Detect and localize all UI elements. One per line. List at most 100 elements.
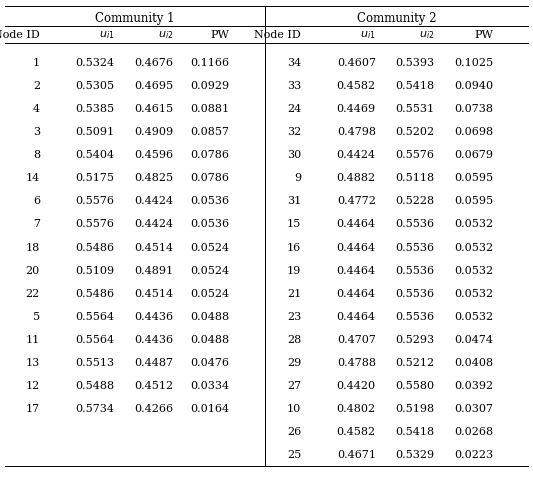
Text: 24: 24 <box>287 104 301 114</box>
Text: 0.4436: 0.4436 <box>134 334 173 344</box>
Text: 0.4424: 0.4424 <box>134 219 173 229</box>
Text: 34: 34 <box>287 58 301 68</box>
Text: 33: 33 <box>287 81 301 91</box>
Text: 0.4582: 0.4582 <box>337 427 376 436</box>
Text: 0.4582: 0.4582 <box>337 81 376 91</box>
Text: 0.5385: 0.5385 <box>76 104 115 114</box>
Text: 0.4825: 0.4825 <box>134 173 173 183</box>
Text: 0.4707: 0.4707 <box>337 334 376 344</box>
Text: 30: 30 <box>287 150 301 160</box>
Text: $u_{i1}$: $u_{i1}$ <box>99 29 115 41</box>
Text: 0.0488: 0.0488 <box>190 311 229 321</box>
Text: 0.5564: 0.5564 <box>76 311 115 321</box>
Text: 0.5228: 0.5228 <box>395 196 434 206</box>
Text: 0.5293: 0.5293 <box>395 334 434 344</box>
Text: 0.5118: 0.5118 <box>395 173 434 183</box>
Text: 11: 11 <box>26 334 40 344</box>
Text: 0.4464: 0.4464 <box>337 219 376 229</box>
Text: 0.0524: 0.0524 <box>190 288 229 298</box>
Text: 0.1025: 0.1025 <box>454 58 493 68</box>
Text: 0.4464: 0.4464 <box>337 242 376 252</box>
Text: 10: 10 <box>287 403 301 413</box>
Text: 0.0532: 0.0532 <box>454 288 493 298</box>
Text: 0.4514: 0.4514 <box>134 288 173 298</box>
Text: 32: 32 <box>287 127 301 137</box>
Text: 18: 18 <box>26 242 40 252</box>
Text: 0.0536: 0.0536 <box>190 196 229 206</box>
Text: 0.5580: 0.5580 <box>395 380 434 390</box>
Text: 0.4512: 0.4512 <box>134 380 173 390</box>
Text: 0.4464: 0.4464 <box>337 265 376 275</box>
Text: 7: 7 <box>33 219 40 229</box>
Text: 0.5418: 0.5418 <box>395 427 434 436</box>
Text: 29: 29 <box>287 357 301 367</box>
Text: 0.5576: 0.5576 <box>76 196 115 206</box>
Text: 0.0307: 0.0307 <box>454 403 493 413</box>
Text: 0.4266: 0.4266 <box>134 403 173 413</box>
Text: 16: 16 <box>287 242 301 252</box>
Text: $u_{i1}$: $u_{i1}$ <box>360 29 376 41</box>
Text: 13: 13 <box>26 357 40 367</box>
Text: 0.0268: 0.0268 <box>454 427 493 436</box>
Text: 0.0857: 0.0857 <box>190 127 229 137</box>
Text: 0.0334: 0.0334 <box>190 380 229 390</box>
Text: Community 1: Community 1 <box>95 12 175 24</box>
Text: 0.5536: 0.5536 <box>395 242 434 252</box>
Text: 0.4676: 0.4676 <box>134 58 173 68</box>
Text: 0.1166: 0.1166 <box>190 58 229 68</box>
Text: 2: 2 <box>33 81 40 91</box>
Text: 0.4882: 0.4882 <box>337 173 376 183</box>
Text: 26: 26 <box>287 427 301 436</box>
Text: 15: 15 <box>287 219 301 229</box>
Text: 27: 27 <box>287 380 301 390</box>
Text: 6: 6 <box>33 196 40 206</box>
Text: 19: 19 <box>287 265 301 275</box>
Text: 0.5305: 0.5305 <box>76 81 115 91</box>
Text: 0.5404: 0.5404 <box>76 150 115 160</box>
Text: 14: 14 <box>26 173 40 183</box>
Text: 0.4615: 0.4615 <box>134 104 173 114</box>
Text: 21: 21 <box>287 288 301 298</box>
Text: 0.5576: 0.5576 <box>395 150 434 160</box>
Text: 0.4424: 0.4424 <box>337 150 376 160</box>
Text: 0.0881: 0.0881 <box>190 104 229 114</box>
Text: 0.4469: 0.4469 <box>337 104 376 114</box>
Text: 0.0532: 0.0532 <box>454 242 493 252</box>
Text: 0.0536: 0.0536 <box>190 219 229 229</box>
Text: 0.5175: 0.5175 <box>76 173 115 183</box>
Text: 0.5324: 0.5324 <box>76 58 115 68</box>
Text: 0.0532: 0.0532 <box>454 265 493 275</box>
Text: 0.5564: 0.5564 <box>76 334 115 344</box>
Text: 0.4607: 0.4607 <box>337 58 376 68</box>
Text: 0.0929: 0.0929 <box>190 81 229 91</box>
Text: 1: 1 <box>33 58 40 68</box>
Text: 0.5536: 0.5536 <box>395 219 434 229</box>
Text: 0.0408: 0.0408 <box>454 357 493 367</box>
Text: 0.0524: 0.0524 <box>190 265 229 275</box>
Text: 0.0392: 0.0392 <box>454 380 493 390</box>
Text: 0.0786: 0.0786 <box>190 173 229 183</box>
Text: 0.0786: 0.0786 <box>190 150 229 160</box>
Text: 0.5329: 0.5329 <box>395 449 434 459</box>
Text: 0.4464: 0.4464 <box>337 288 376 298</box>
Text: $u_{i2}$: $u_{i2}$ <box>419 29 434 41</box>
Text: 31: 31 <box>287 196 301 206</box>
Text: 0.4695: 0.4695 <box>134 81 173 91</box>
Text: 8: 8 <box>33 150 40 160</box>
Text: $u_{i2}$: $u_{i2}$ <box>158 29 173 41</box>
Text: 0.4487: 0.4487 <box>134 357 173 367</box>
Text: 0.5536: 0.5536 <box>395 265 434 275</box>
Text: 0.0488: 0.0488 <box>190 334 229 344</box>
Text: 0.4464: 0.4464 <box>337 311 376 321</box>
Text: 0.5486: 0.5486 <box>76 242 115 252</box>
Text: 0.5536: 0.5536 <box>395 311 434 321</box>
Text: 0.4788: 0.4788 <box>337 357 376 367</box>
Text: 0.5513: 0.5513 <box>76 357 115 367</box>
Text: 0.4596: 0.4596 <box>134 150 173 160</box>
Text: 0.5531: 0.5531 <box>395 104 434 114</box>
Text: Node ID: Node ID <box>0 30 40 40</box>
Text: 0.5393: 0.5393 <box>395 58 434 68</box>
Text: 0.5418: 0.5418 <box>395 81 434 91</box>
Text: 20: 20 <box>26 265 40 275</box>
Text: 0.5109: 0.5109 <box>76 265 115 275</box>
